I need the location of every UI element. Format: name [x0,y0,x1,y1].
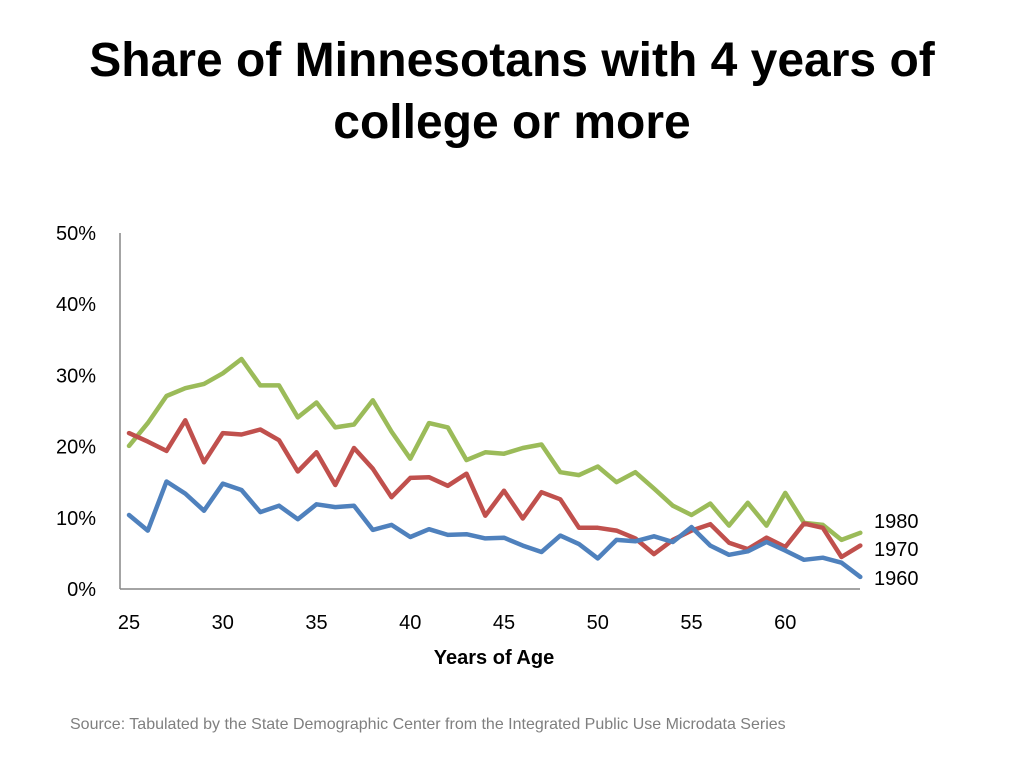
y-tick-label: 50% [56,223,96,245]
series-line-1970 [126,418,863,560]
line-chart: 0%10%20%30%40%50% 25 30 35 40 45 50 55 60 19801… [56,223,919,669]
x-axis-title: Years of Age [434,647,554,669]
series-line-1980 [126,356,863,543]
source-note: Source: Tabulated by the State Demograph… [70,716,786,733]
y-tick-label: 20% [56,437,96,459]
y-tick-label: 10% [56,508,96,530]
series-labels: 1980 1970 1960 [874,511,919,590]
x-tick-label: 45 [493,612,515,634]
chart-title: Share of Minnesotans with 4 years of col… [89,34,935,149]
y-tick-label: 30% [56,365,96,387]
x-tick-label: 30 [212,612,234,634]
series-label-1980: 1980 [874,511,919,533]
x-tick-label: 25 [118,612,140,634]
x-tick-label: 60 [774,612,796,634]
x-tick-labels: 25 30 35 40 45 50 55 60 [118,612,797,634]
series-line-1960 [126,479,863,580]
x-tick-label: 55 [680,612,702,634]
x-tick-label: 40 [399,612,421,634]
series-label-1960: 1960 [874,568,919,590]
series-lines [126,356,863,580]
y-tick-label: 40% [56,294,96,316]
x-tick-label: 35 [305,612,327,634]
x-tick-label: 50 [587,612,609,634]
series-label-1970: 1970 [874,539,919,561]
y-tick-label: 0% [67,579,96,601]
axes [119,233,860,590]
y-tick-labels: 0% 10% 20% 30% 40% 50% [56,223,96,601]
